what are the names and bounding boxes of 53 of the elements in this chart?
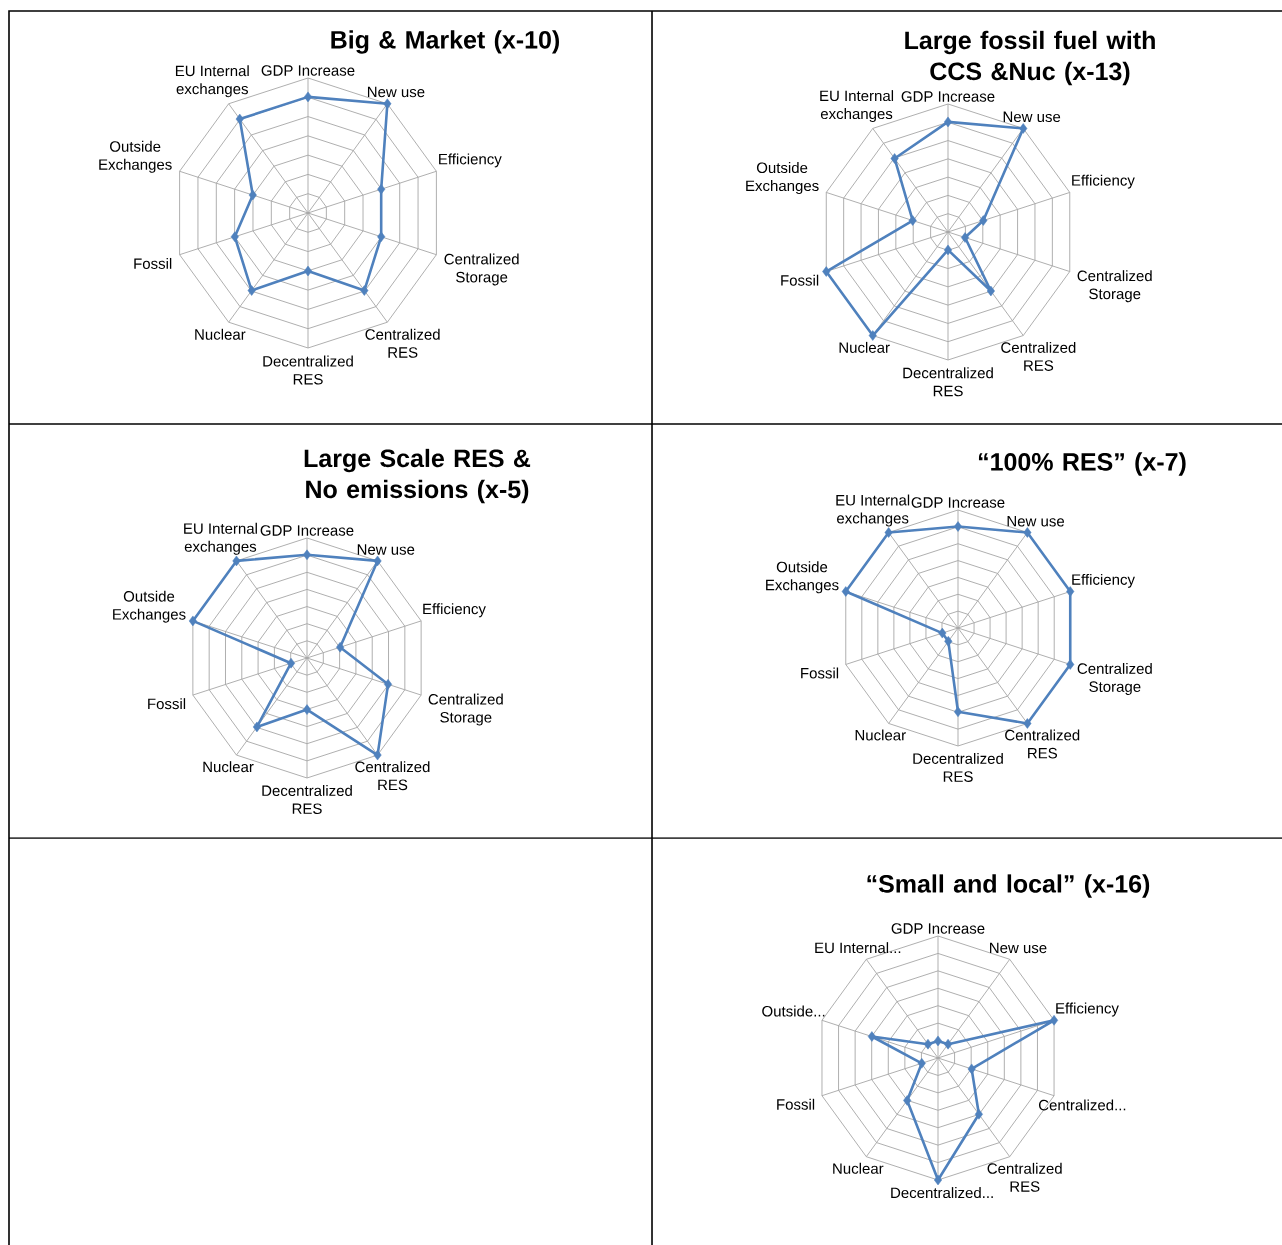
spoke-label: GDP Increase bbox=[261, 65, 355, 76]
spoke-label: Nuclear bbox=[203, 761, 254, 773]
spoke-label: Fossil bbox=[148, 698, 186, 710]
chart-title: Large Scale RES & No emissions (x-5) bbox=[304, 448, 531, 504]
spoke-label: Centralized RES bbox=[1005, 729, 1080, 759]
spoke-label: Efficiency bbox=[439, 153, 502, 168]
spoke-label: EU Internal... bbox=[815, 942, 901, 954]
spoke-label: New use bbox=[367, 86, 425, 98]
spoke-label: Efficiency bbox=[1056, 1002, 1119, 1017]
spoke-label: GDP Increase bbox=[901, 91, 995, 102]
chart-title: “100% RES” (x-7) bbox=[978, 452, 1186, 476]
spoke-label: Centralized RES bbox=[1001, 341, 1076, 371]
spoke-label: Outside Exchanges bbox=[99, 140, 172, 173]
spoke-label: New use bbox=[357, 544, 415, 555]
chart-title: “Small and local” (x-16) bbox=[867, 874, 1150, 898]
spoke-label: Nuclear bbox=[833, 1162, 884, 1174]
spoke-label: Nuclear bbox=[839, 341, 890, 353]
spoke-label: New use bbox=[1007, 516, 1065, 527]
spoke-label: Outside Exchanges bbox=[746, 162, 819, 195]
chart-title: Large fossil fuel with CCS &Nuc (x-13) bbox=[905, 30, 1155, 86]
spoke-label: GDP Increase bbox=[260, 525, 354, 536]
spoke-label: EU Internal exchanges bbox=[184, 522, 257, 555]
spoke-label: Decentralized RES bbox=[903, 367, 993, 397]
spoke-label: Fossil bbox=[134, 257, 172, 269]
chart-title: Big & Market (x-10) bbox=[331, 30, 559, 54]
spoke-label: Decentralized RES bbox=[263, 355, 353, 385]
spoke-label: EU Internal exchanges bbox=[820, 90, 894, 123]
spoke-label: Centralized Storage bbox=[1077, 662, 1152, 695]
spoke-label: New use bbox=[1003, 111, 1061, 123]
spoke-label: Decentralized RES bbox=[262, 784, 352, 814]
spoke-label: Centralized Storage bbox=[444, 253, 519, 286]
spoke-label: Efficiency bbox=[1072, 573, 1135, 588]
spoke-label: Nuclear bbox=[195, 328, 246, 340]
spoke-label: Outside... bbox=[762, 1005, 825, 1017]
spoke-label: GDP Increase bbox=[891, 923, 985, 934]
spoke-label: Centralized Storage bbox=[428, 693, 503, 726]
spoke-label: Efficiency bbox=[1072, 174, 1135, 189]
spoke-label: GDP Increase bbox=[911, 497, 1005, 508]
spoke-label: Outside Exchanges bbox=[766, 561, 839, 594]
spoke-label: Centralized RES bbox=[355, 761, 430, 791]
spoke-label: Centralized RES bbox=[365, 328, 440, 358]
spoke-label: Nuclear bbox=[855, 729, 906, 741]
spoke-label: Fossil bbox=[801, 667, 839, 679]
spoke-label: Fossil bbox=[777, 1098, 815, 1110]
spoke-label: EU Internal exchanges bbox=[175, 65, 249, 98]
spoke-label: Decentralized RES bbox=[913, 752, 1003, 782]
spoke-label: Centralized... bbox=[1038, 1099, 1126, 1111]
spoke-label: New use bbox=[990, 942, 1047, 954]
spoke-label: Fossil bbox=[781, 274, 819, 286]
spoke-label: EU Internal exchanges bbox=[836, 494, 910, 527]
spoke-label: Centralized Storage bbox=[1077, 270, 1152, 303]
spoke-label: Outside Exchanges bbox=[113, 590, 186, 623]
spoke-label: Efficiency bbox=[423, 603, 486, 618]
